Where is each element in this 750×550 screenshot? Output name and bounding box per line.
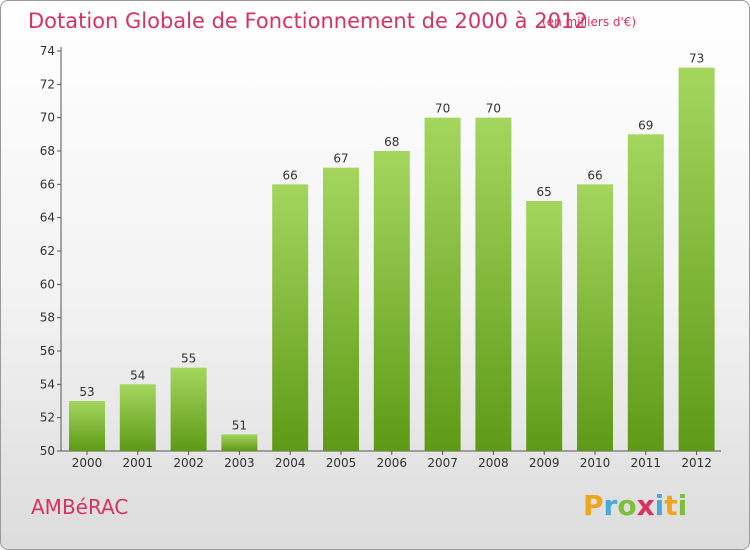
- y-tick-label: 56: [40, 344, 55, 358]
- x-tick-label: 2010: [580, 456, 611, 470]
- x-tick-label: 2000: [72, 456, 103, 470]
- y-tick-label: 62: [40, 244, 55, 258]
- logo-letter: o: [617, 489, 637, 522]
- x-tick-label: 2002: [173, 456, 204, 470]
- data-label: 66: [283, 168, 298, 182]
- y-tick-label: 72: [40, 77, 55, 91]
- y-tick-label: 54: [40, 377, 55, 391]
- chart-title: Dotation Globale de Fonctionnement de 20…: [28, 9, 588, 33]
- x-tick-label: 2005: [326, 456, 357, 470]
- data-label: 68: [384, 135, 399, 149]
- y-tick-label: 66: [40, 177, 55, 191]
- bar: [526, 201, 563, 451]
- bar: [272, 184, 309, 452]
- bar: [119, 384, 156, 451]
- y-tick-label: 74: [40, 44, 55, 58]
- data-label: 51: [232, 418, 247, 432]
- y-tick-label: 64: [40, 211, 55, 225]
- x-tick-label: 2007: [427, 456, 458, 470]
- logo-letter: P: [583, 489, 604, 522]
- data-label: 70: [435, 102, 450, 116]
- y-tick-label: 68: [40, 144, 55, 158]
- data-label: 53: [79, 385, 94, 399]
- x-tick-label: 2012: [681, 456, 712, 470]
- x-tick-label: 2003: [224, 456, 255, 470]
- bar: [475, 117, 512, 452]
- data-label: 54: [130, 368, 145, 382]
- x-tick-label: 2008: [478, 456, 509, 470]
- data-label: 67: [333, 152, 348, 166]
- bar: [424, 117, 461, 452]
- x-tick-label: 2001: [123, 456, 154, 470]
- proxiti-logo: Proxiti: [583, 489, 687, 522]
- y-tick-label: 58: [40, 311, 55, 325]
- y-tick-label: 52: [40, 411, 55, 425]
- commune-name: AMBéRAC: [31, 495, 129, 519]
- data-label: 69: [638, 118, 653, 132]
- bar: [577, 184, 613, 452]
- logo-letter: t: [664, 489, 678, 522]
- data-label: 66: [587, 168, 602, 182]
- y-tick-label: 70: [40, 111, 55, 125]
- x-tick-label: 2004: [275, 456, 306, 470]
- bar: [627, 134, 664, 452]
- bar: [373, 151, 410, 451]
- x-tick-label: 2011: [631, 456, 662, 470]
- data-label: 70: [486, 102, 501, 116]
- chart-subtitle: (en milliers d'€): [542, 15, 637, 29]
- bar: [69, 401, 105, 451]
- bar: [170, 367, 207, 451]
- data-label: 73: [689, 52, 704, 66]
- logo-letter: x: [636, 489, 655, 522]
- y-tick-label: 60: [40, 277, 55, 291]
- data-label: 65: [537, 185, 552, 199]
- bar: [221, 434, 258, 451]
- x-tick-label: 2009: [529, 456, 560, 470]
- logo-letter: i: [677, 489, 688, 522]
- x-tick-label: 2006: [377, 456, 408, 470]
- data-label: 55: [181, 352, 196, 366]
- bar: [678, 67, 715, 452]
- bar: [323, 167, 359, 451]
- logo-letter: i: [654, 489, 665, 522]
- logo-letter: r: [603, 489, 618, 522]
- y-tick-label: 50: [40, 444, 55, 458]
